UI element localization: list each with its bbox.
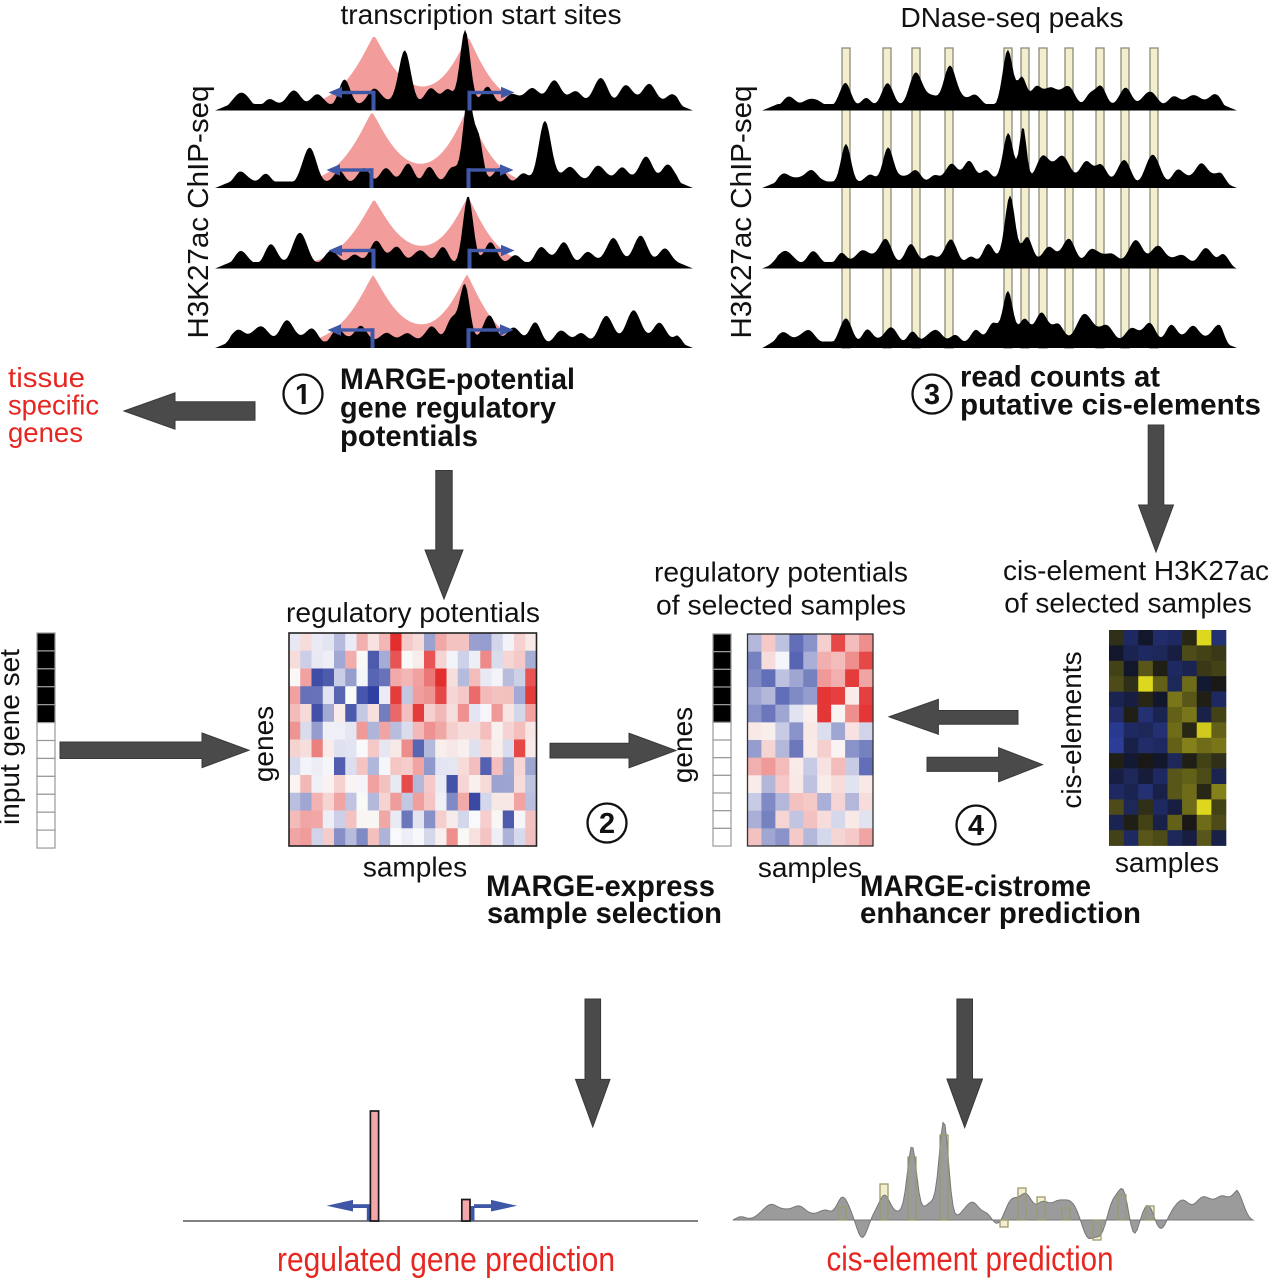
svg-text:cis-elements: cis-elements [1056, 651, 1087, 808]
svg-text:regulatory potentials: regulatory potentials [654, 557, 908, 588]
svg-text:enhancer prediction: enhancer prediction [860, 897, 1141, 930]
svg-text:MARGE-express: MARGE-express [486, 870, 715, 903]
svg-text:samples: samples [758, 852, 862, 883]
svg-text:putative cis-elements: putative cis-elements [960, 389, 1261, 422]
svg-text:DNase-seq peaks: DNase-seq peaks [901, 2, 1124, 33]
svg-text:regulatory potentials: regulatory potentials [286, 597, 540, 628]
svg-text:of selected samples: of selected samples [656, 589, 906, 620]
svg-text:genes: genes [8, 417, 83, 448]
svg-text:genes: genes [667, 707, 698, 783]
svg-text:regulated gene prediction: regulated gene prediction [277, 1241, 615, 1279]
svg-text:gene regulatory: gene regulatory [340, 392, 556, 425]
svg-text:samples: samples [363, 852, 467, 883]
svg-text:sample selection: sample selection [487, 897, 722, 930]
svg-text:MARGE-potential: MARGE-potential [340, 363, 575, 396]
svg-text:cis-element prediction: cis-element prediction [827, 1241, 1114, 1279]
svg-text:input gene set: input gene set [0, 649, 25, 825]
svg-text:genes: genes [248, 706, 279, 782]
svg-text:transcription start sites: transcription start sites [341, 0, 622, 30]
svg-text:H3K27ac ChIP-seq: H3K27ac ChIP-seq [183, 86, 215, 339]
svg-text:samples: samples [1115, 847, 1219, 878]
svg-text:read counts at: read counts at [960, 361, 1160, 394]
svg-text:cis-element H3K27ac: cis-element H3K27ac [1003, 555, 1269, 586]
svg-text:H3K27ac ChIP-seq: H3K27ac ChIP-seq [726, 86, 758, 339]
svg-text:MARGE-cistrome: MARGE-cistrome [860, 870, 1091, 903]
svg-text:tissue: tissue [8, 362, 85, 393]
svg-text:potentials: potentials [340, 420, 478, 453]
svg-text:specific: specific [8, 390, 99, 421]
svg-text:of selected samples: of selected samples [1004, 588, 1251, 619]
